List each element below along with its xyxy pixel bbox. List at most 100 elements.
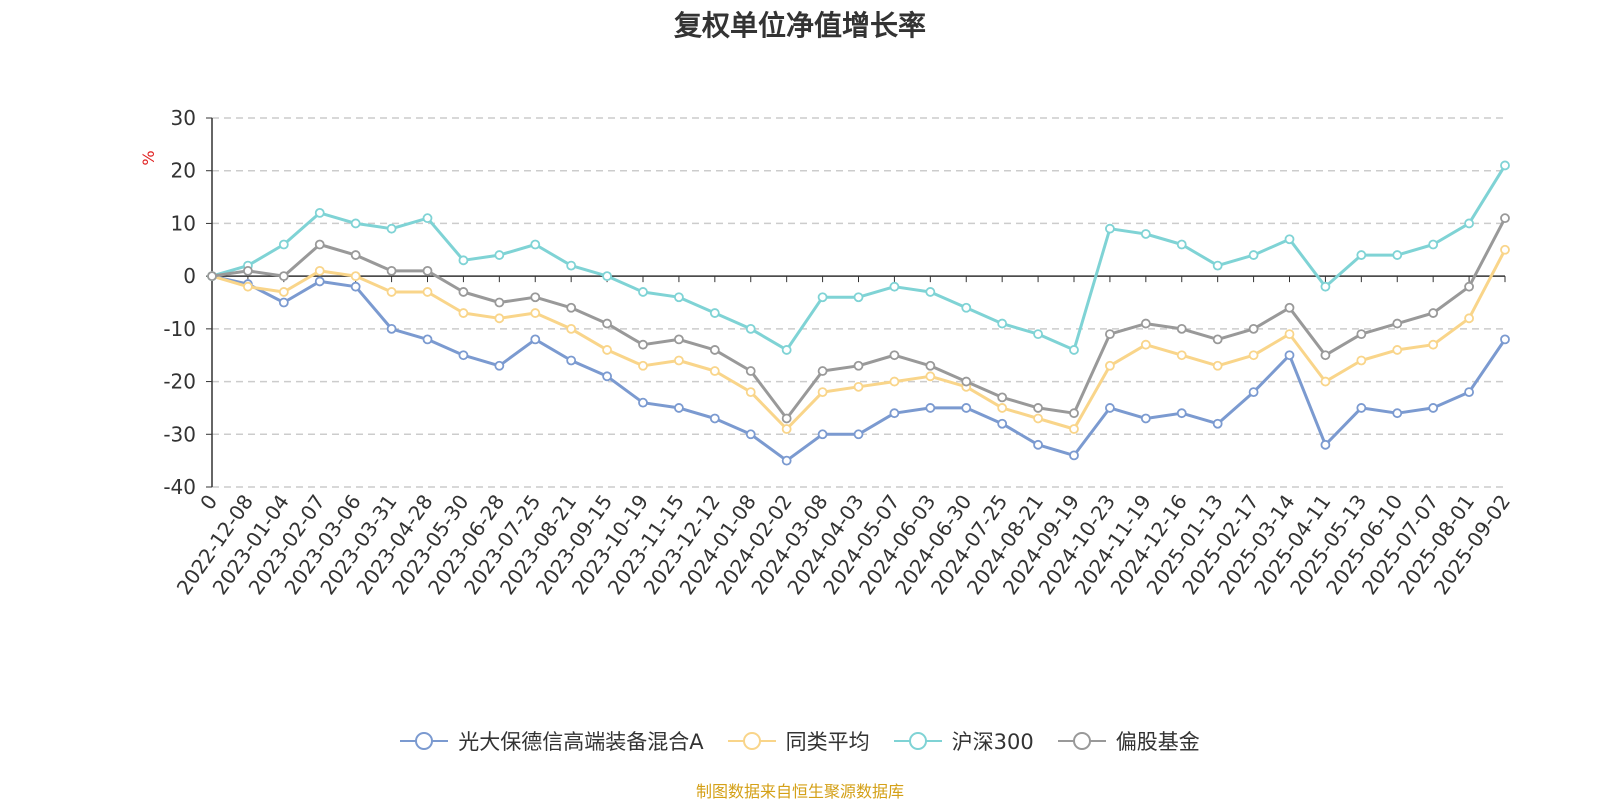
data-point [1428,239,1439,250]
data-point [1105,223,1115,234]
data-point [530,334,541,345]
data-point [422,334,433,345]
data-point [1033,403,1043,413]
data-point [1500,213,1510,224]
data-point [674,403,684,413]
legend-swatch-icon [400,732,449,750]
legend-swatch-icon [1057,732,1106,750]
legend-marker [415,732,434,750]
data-point [709,308,720,318]
y-axis-unit-label: % [139,150,158,165]
data-point [1500,244,1510,255]
data-point [1392,250,1403,260]
data-point [997,418,1008,429]
legend-item[interactable]: 偏股基金 [1057,726,1200,756]
data-point [566,302,577,313]
data-point [1248,350,1259,361]
data-point [1284,302,1295,313]
data-point [1248,250,1259,260]
legend-marker [742,732,761,750]
data-point [1428,308,1439,318]
x-tick-label: 0 [195,490,222,514]
chart-title: 复权单位净值增长率 [673,9,926,42]
data-point [602,271,612,282]
data-point [530,308,541,318]
data-point [853,429,864,440]
data-point [1464,281,1474,292]
data-point [1212,418,1223,429]
data-point [566,260,577,271]
data-point [745,366,756,376]
legend-swatch-icon [727,732,776,750]
data-point [1033,413,1043,424]
data-point [422,287,433,297]
data-point [458,255,469,266]
legend-marker [908,732,927,750]
data-point [350,218,361,229]
data-point [638,360,648,371]
data-point [1212,360,1223,371]
data-point [1500,334,1510,345]
data-point [314,239,325,250]
data-point [1428,403,1439,413]
legend-item[interactable]: 沪深300 [893,726,1034,756]
data-point [638,339,648,350]
data-point [1105,360,1115,371]
data-point [1069,408,1079,419]
data-point [1356,329,1367,340]
data-point [961,302,972,313]
legend-marker [1072,732,1091,750]
data-point [386,223,397,234]
data-point [566,355,577,366]
data-point [1176,408,1187,419]
data-point [1392,345,1403,355]
data-point [745,429,756,440]
data-point [709,345,720,355]
data-point [530,292,541,303]
data-point [350,250,361,260]
data-point [1320,376,1331,387]
data-point [925,371,936,382]
data-point [709,413,720,424]
data-point [889,350,900,361]
data-point [1248,387,1259,398]
data-point [386,265,397,276]
data-point [278,297,289,308]
data-point [997,403,1008,413]
data-point [1356,403,1367,413]
data-point [314,276,325,287]
data-point [566,323,577,334]
y-tick-label: 30 [171,106,196,130]
y-tick-label: -30 [163,422,196,446]
data-point [494,360,505,371]
y-tick-label: 0 [183,264,196,288]
data-point [207,271,217,282]
data-point [350,281,361,292]
data-point [853,360,864,371]
data-point [1464,218,1474,229]
data-point [1176,323,1187,334]
series-line [210,163,1507,352]
y-tick-label: -40 [163,475,196,499]
data-point [1105,403,1115,413]
legend-item[interactable]: 光大保德信高端装备混合A [400,726,704,756]
data-point [1284,350,1295,361]
legend-swatch-icon [893,732,942,750]
data-point [1464,313,1474,324]
data-point [1464,387,1474,398]
data-point [889,281,900,292]
data-point [781,345,792,355]
data-point [494,313,505,324]
data-point [781,424,792,434]
legend-item[interactable]: 同类平均 [727,726,870,756]
data-point [386,323,397,334]
data-point [422,213,433,224]
data-point [1392,318,1403,329]
data-point [1356,355,1367,366]
data-point [638,287,648,297]
data-point [1248,323,1259,334]
data-point [1320,439,1331,450]
data-point [781,413,792,424]
data-point [889,376,900,387]
